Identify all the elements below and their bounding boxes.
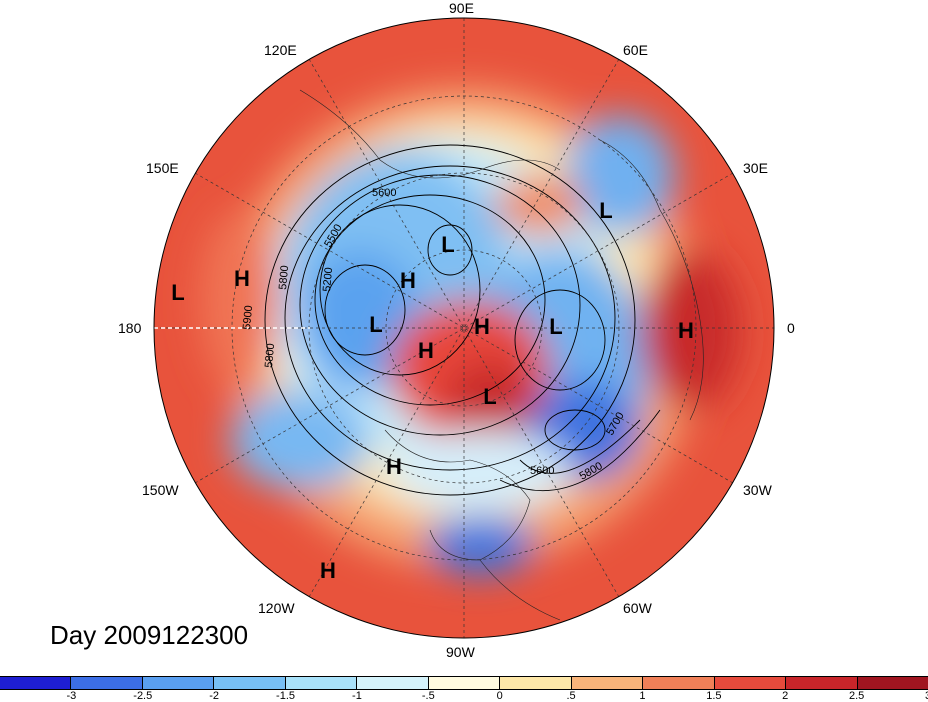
colorbar-swatch (70, 677, 142, 689)
coastlines (299, 89, 704, 621)
longitude-label: 120E (264, 42, 297, 58)
map-boundary (153, 17, 775, 639)
longitude-label: 120W (258, 600, 295, 616)
longitude-label: 180 (118, 320, 142, 336)
longitude-label: 30E (743, 160, 768, 176)
colorbar-tick-label: 2.5 (848, 690, 865, 702)
low-pressure-center: L (549, 314, 562, 339)
colorbar-swatch (856, 677, 928, 689)
low-pressure-center: L (171, 280, 184, 305)
longitude-label: 90E (449, 0, 474, 16)
contour-value-label: 5200 (321, 267, 335, 292)
colorbar-swatch (0, 677, 71, 689)
low-pressure-center: L (483, 384, 496, 409)
colorbar-tick-label: 3 (925, 690, 928, 702)
contour-value-label: 5600 (372, 187, 396, 199)
contour-value-label: 5600 (530, 465, 554, 477)
colorbar-swatch (570, 677, 643, 689)
colorbar-tick-label: -2.5 (133, 690, 153, 702)
colorbar-tick-label: 1.5 (706, 690, 722, 702)
longitude-label: 150W (142, 482, 179, 498)
map-title: Day 2009122300 (50, 620, 249, 650)
colorbar-swatch (427, 677, 500, 689)
high-pressure-center: H (386, 454, 402, 479)
contour-value-label: 5900 (241, 305, 255, 330)
colorbar-swatch (213, 677, 285, 689)
longitude-label: 0 (787, 320, 795, 336)
colorbar-swatch (499, 677, 571, 689)
high-pressure-center: H (474, 314, 490, 339)
colorbar-swatch (785, 677, 857, 689)
colorbar-tick-label: -.5 (421, 690, 435, 702)
colorbar-tick-label: -1 (352, 690, 362, 702)
colorbar-swatch (642, 677, 714, 689)
longitude-label: 30W (743, 482, 772, 498)
colorbar-tick-label: 2 (782, 690, 789, 702)
contour-value-label: 5800 (263, 343, 277, 368)
low-pressure-center: L (369, 312, 382, 337)
high-pressure-center: H (418, 338, 434, 363)
colorbar-tick-label: 1 (639, 690, 646, 702)
colorbar-tick-label: -2 (209, 690, 220, 702)
colorbar-swatch (284, 677, 357, 689)
colorbar-swatch (356, 677, 428, 689)
colorbar-tick-labels: -3 -2.5 -2 -1.5 -1 -.5 0 .5 1 1.5 2 2.5 3 (0, 690, 928, 702)
colorbar (0, 676, 928, 690)
colorbar-swatch (141, 677, 214, 689)
high-pressure-center: H (678, 318, 694, 343)
high-pressure-center: H (400, 268, 416, 293)
high-pressure-center: H (234, 266, 250, 291)
longitude-label: 150E (146, 160, 179, 176)
longitude-label: 90W (446, 644, 475, 660)
low-pressure-center: L (441, 232, 454, 257)
colorbar-swatch (713, 677, 786, 689)
colorbar-tick-label: -1.5 (276, 690, 296, 702)
longitude-label: 60E (623, 42, 648, 58)
colorbar-tick-label: .5 (566, 690, 576, 702)
high-pressure-center: H (320, 558, 336, 583)
height-contours (264, 144, 661, 496)
colorbar-tick-label: 0 (496, 690, 503, 702)
contour-value-label: 5800 (277, 265, 291, 290)
low-pressure-center: L (599, 198, 612, 223)
longitude-label: 60W (623, 600, 652, 616)
colorbar-tick-label: -3 (66, 690, 77, 702)
